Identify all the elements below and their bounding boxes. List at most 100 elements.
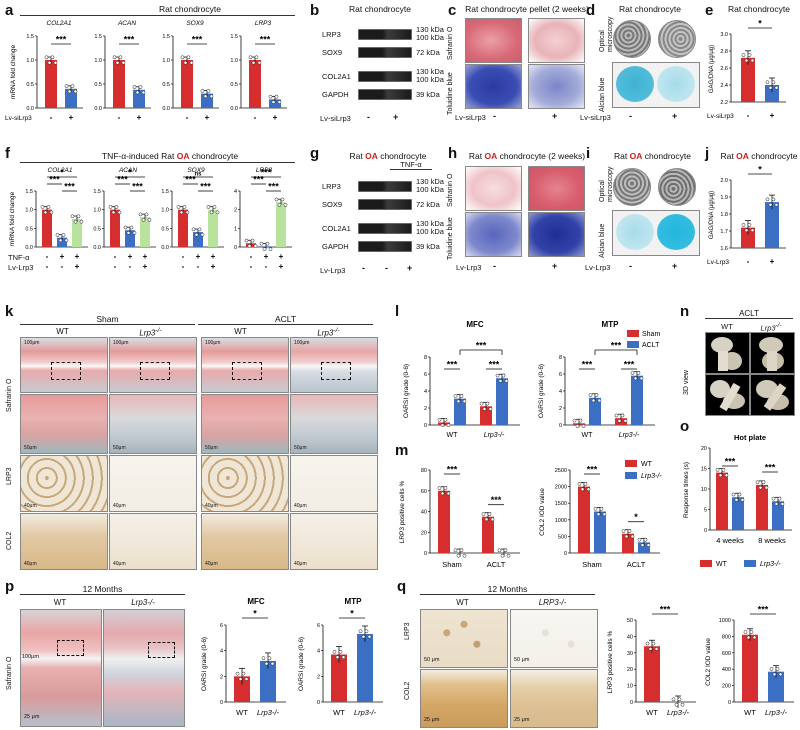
p-wt-safranin: 25 μm — [20, 609, 102, 727]
blot-band — [358, 28, 412, 40]
m-xcat: ACLT — [627, 560, 646, 569]
a-bar-ACAN-1-dot — [135, 90, 140, 95]
f-bar-COL2A1-0-dot — [49, 210, 54, 215]
l-bar-2-dot — [623, 419, 628, 423]
f-bar-ACAN-0 — [110, 209, 120, 247]
l-ylabel: OARSI grade (0-6) — [403, 364, 410, 418]
k-scalebar: 40μm — [294, 561, 307, 567]
a-bar-SOX9-0-dot — [186, 55, 191, 60]
a-bar-ACAN-1-dot — [132, 85, 137, 89]
p-ylabel: OARSI grade (0-6) — [201, 637, 208, 691]
l-bar-2-dot — [488, 407, 493, 411]
a-bar-ACAN-0-dot — [115, 60, 120, 65]
panel-e-chart: GAG/DNA (μg/μg) 2.2 2.4 2.6 2.8 3.0 * Lv-siLrp3… — [707, 19, 786, 120]
f-gene-ACAN: ACAN — [118, 167, 137, 174]
o-bar-1-dot — [740, 498, 745, 502]
f-t2: - — [250, 262, 253, 271]
q-xcat: WT — [744, 708, 756, 717]
f-t1: + — [196, 252, 201, 261]
panel-a-label: a — [5, 2, 14, 19]
p-title: MFC — [247, 597, 265, 606]
k-scalebar: 100μm — [113, 340, 129, 346]
a-bar-LRP3-1-dot — [271, 100, 276, 104]
svg-j-ticklabel: 1.6 — [720, 246, 728, 252]
o-bar-0-dot — [715, 468, 720, 472]
optical-micro-kd — [658, 20, 696, 58]
p-bar-1-dot — [264, 661, 269, 666]
f-SOX9-ticklabel: 1.5 — [161, 189, 169, 195]
q-bar-1-dot — [769, 667, 774, 671]
m-bar-3-dot — [500, 553, 505, 558]
panel-d-label: d — [586, 2, 596, 19]
svg-e-bar-1-dot — [774, 85, 779, 90]
blot-label: GAPDH — [322, 90, 349, 99]
f-bar-ACAN-2-dot — [147, 217, 152, 222]
a-ACAN-ticklabel: 1.5 — [94, 34, 102, 40]
f-bar-COL2A1-1-dot — [61, 233, 66, 237]
l-bar-2-dot — [620, 413, 625, 418]
l-bar-2-dot — [479, 401, 484, 406]
o-bar-1-dot — [731, 492, 736, 497]
a-bar-ACAN-1 — [133, 89, 145, 108]
panel-b-title: Rat chondrocyte — [349, 4, 411, 14]
blot-band — [358, 199, 412, 210]
k-scalebar: 100μm — [294, 340, 310, 346]
m-sig1: *** — [587, 465, 598, 475]
o-axis-ticklabel: 0 — [704, 528, 707, 534]
panel-i-title: Rat OA chondrocyte — [613, 151, 691, 161]
l-axis-ticklabel: 2 — [424, 406, 427, 412]
a-sig-COL2A1: *** — [56, 35, 67, 45]
panel-m-label: m — [395, 442, 409, 459]
l-bar-0-dot — [440, 423, 445, 428]
blot-label: LRP3 — [322, 181, 341, 191]
q-xcat: Lrp3-/- — [667, 708, 690, 717]
blot-kda: 39 kDa — [416, 241, 440, 251]
a-SOX9-ticklabel: 1.0 — [162, 58, 170, 64]
m-bar-1-dot — [602, 512, 607, 517]
o-axis-ticklabel: 15 — [701, 467, 707, 473]
f-bar-COL2A1-2-dot — [79, 219, 84, 224]
f-SOX9-ticklabel: 1.0 — [161, 208, 169, 214]
m-bar-3 — [638, 542, 650, 553]
f-bar-COL2A1-0 — [42, 209, 52, 247]
f-bar-SOX9-0 — [178, 209, 188, 247]
a-gene-ACAN: ACAN — [117, 20, 136, 27]
ct-wt-front — [705, 332, 750, 374]
svg-j-bar-0 — [741, 227, 755, 248]
svg-j-ticklabel: 1.7 — [720, 229, 728, 235]
m-bar-0-dot — [583, 482, 588, 486]
ct-ko-front — [750, 332, 795, 374]
f-LRP3-ticklabel: 2 — [234, 208, 237, 214]
q-axis-ticklabel: 1000 — [719, 618, 731, 624]
f-bar-COL2A1-2-dot — [70, 214, 75, 219]
m-axis-ticklabel: 40 — [421, 510, 427, 516]
f-ACAN-ticklabel: 0.5 — [93, 226, 101, 232]
f-bar-SOX9-0-dot — [185, 210, 190, 215]
a-tick: + — [69, 113, 74, 122]
f-t1: + — [279, 252, 284, 261]
f-bar-COL2A1-1-dot — [64, 238, 69, 243]
f-bar-ACAN-1-dot — [126, 231, 131, 235]
k-scalebar: 40μm — [113, 503, 126, 509]
l-axis-ticklabel: 2 — [559, 406, 562, 412]
l-legend-aclt — [627, 341, 639, 348]
q-axis-ticklabel: 600 — [722, 651, 731, 657]
m-bar-0-dot — [446, 491, 451, 496]
l-bar-3-dot — [639, 376, 644, 381]
q-xcat: WT — [646, 708, 658, 717]
panel-f-chart: mRNA fold changeCOL2A10.00.51.01.5******… — [9, 167, 292, 271]
a-bar-SOX9-0-dot — [183, 60, 188, 65]
m-axis-ticklabel: 1000 — [555, 518, 567, 524]
l-axis-ticklabel: 8 — [559, 355, 562, 361]
svg-j-tick: + — [770, 257, 775, 266]
oa-pellet-tol-control — [465, 212, 522, 257]
blot-band — [358, 222, 412, 234]
f-gene-COL2A1: COL2A1 — [48, 167, 73, 174]
f-t2: - — [265, 262, 268, 271]
k-tile-r3-c1: 40μm — [109, 513, 197, 570]
f-bar-ACAN-2-dot — [141, 217, 146, 222]
m-axis-ticklabel: 2500 — [555, 468, 567, 474]
p-axis-ticklabel: 4 — [317, 649, 320, 655]
o-bar-1-dot — [737, 492, 742, 497]
panel-k-label: k — [5, 303, 14, 320]
